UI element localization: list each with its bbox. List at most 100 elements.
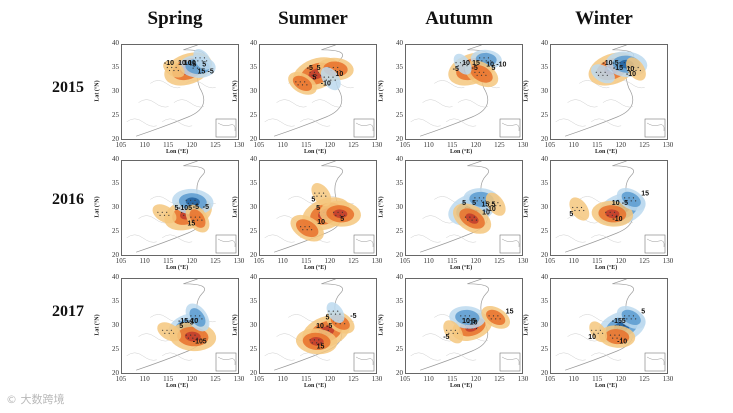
- y-tick-label: 35: [541, 297, 548, 305]
- significance-dot: [572, 206, 574, 209]
- y-tick-label: 20: [112, 135, 119, 143]
- significance-dot: [474, 71, 476, 73]
- significance-dot: [630, 200, 632, 202]
- y-tick-label: 30: [112, 203, 119, 211]
- significance-dot: [469, 216, 471, 218]
- map-svg: 10-10 15 -5 5: [410, 279, 521, 372]
- significance-dot: [607, 214, 609, 216]
- significance-dot: [635, 69, 637, 72]
- contour-label: 5: [179, 323, 183, 330]
- significance-dot: [619, 62, 621, 64]
- significance-dot: [318, 339, 320, 341]
- map-panel-2017-winter: -15 -10 5 10 5: [550, 278, 668, 374]
- x-tick-label: 110: [277, 141, 288, 149]
- season-title-summer: Summer: [278, 8, 348, 29]
- significance-dot: [192, 67, 194, 69]
- y-tick-label: 20: [250, 251, 257, 259]
- contour-label: 15: [506, 308, 514, 315]
- contour-label: -10: [178, 205, 188, 212]
- year-label-2015: 2015: [52, 79, 84, 96]
- significance-dot: [602, 74, 604, 76]
- contour-label: -15: [612, 318, 622, 325]
- significance-dot: [309, 71, 311, 73]
- x-tick-label: 130: [233, 375, 245, 383]
- significance-dot: [316, 74, 318, 76]
- y-axis-label: Lat (°N): [523, 80, 530, 102]
- significance-dot: [580, 206, 583, 209]
- inset-coast: [501, 356, 520, 366]
- significance-dot: [344, 214, 346, 216]
- significance-dot: [476, 200, 478, 202]
- x-tick-label: 110: [568, 375, 579, 383]
- significance-dot: [490, 205, 492, 207]
- province-border: [264, 234, 295, 243]
- x-tick-label: 130: [371, 257, 383, 265]
- x-tick-label: 105: [253, 141, 265, 149]
- significance-dot: [483, 57, 485, 59]
- contour-label: -10: [164, 60, 174, 67]
- significance-dot: [633, 66, 635, 69]
- contour-label: 10: [336, 71, 344, 78]
- significance-dot: [304, 226, 306, 228]
- significance-dot: [488, 202, 490, 204]
- significance-dot: [624, 197, 626, 199]
- inset-box: [215, 352, 237, 372]
- significance-dot: [483, 71, 485, 73]
- x-tick-label: 115: [301, 257, 312, 265]
- significance-dot: [495, 205, 497, 207]
- y-axis-label: Lat (°N): [232, 80, 239, 102]
- significance-dot: [190, 199, 192, 201]
- x-tick-label: 125: [210, 141, 221, 149]
- province-border: [161, 118, 193, 127]
- inset-box: [499, 234, 521, 254]
- x-tick-label: 105: [544, 375, 556, 383]
- significance-dot: [306, 229, 308, 231]
- significance-dot: [454, 329, 456, 331]
- contour-label: 10: [188, 60, 196, 67]
- x-tick-label: 120: [470, 375, 482, 383]
- significance-dot: [164, 332, 166, 334]
- anomaly-blob: [465, 213, 479, 224]
- significance-dot: [206, 60, 208, 62]
- significance-dot: [626, 318, 628, 320]
- significance-dot: [628, 66, 630, 69]
- province-border: [445, 234, 477, 243]
- y-tick-label: 35: [541, 179, 548, 187]
- significance-dot: [476, 74, 478, 76]
- anomaly-blob: [292, 75, 313, 92]
- y-tick-label: 35: [396, 63, 403, 71]
- significance-dot: [600, 71, 602, 73]
- x-tick-label: 105: [253, 257, 265, 265]
- x-tick-label: 105: [399, 141, 411, 149]
- anomaly-blob: [626, 57, 646, 81]
- y-tick-label: 20: [541, 135, 548, 143]
- x-axis-label: Lon (°E): [304, 383, 327, 389]
- significance-dot: [203, 57, 206, 59]
- significance-dot: [475, 219, 478, 221]
- significance-dot: [201, 219, 203, 221]
- x-tick-label: 130: [233, 257, 245, 265]
- y-axis-label: Lat (°N): [523, 196, 530, 218]
- x-tick-label: 110: [423, 141, 434, 149]
- x-tick-label: 110: [139, 257, 150, 265]
- significance-dot: [467, 219, 469, 221]
- significance-dot: [492, 202, 495, 204]
- x-tick-label: 110: [568, 141, 579, 149]
- province-border: [138, 215, 169, 224]
- x-tick-label: 105: [399, 257, 411, 265]
- x-axis-label: Lon (°E): [166, 265, 189, 271]
- significance-dot: [190, 64, 192, 66]
- y-tick-label: 35: [396, 179, 403, 187]
- contour-label: 10: [317, 219, 325, 226]
- x-tick-label: 120: [470, 141, 482, 149]
- map-panel-2016-autumn: 5 15 10 -10 5 5: [405, 160, 523, 256]
- x-tick-label: 125: [210, 375, 221, 383]
- y-axis-label: Lat (°N): [378, 80, 385, 102]
- province-border: [445, 118, 477, 127]
- significance-dot: [168, 332, 170, 334]
- significance-dot: [446, 329, 448, 331]
- map-panel-2017-summer: 10 15 -5 5 -5: [259, 278, 377, 374]
- significance-dot: [332, 76, 334, 78]
- contour-label: 5: [312, 74, 316, 81]
